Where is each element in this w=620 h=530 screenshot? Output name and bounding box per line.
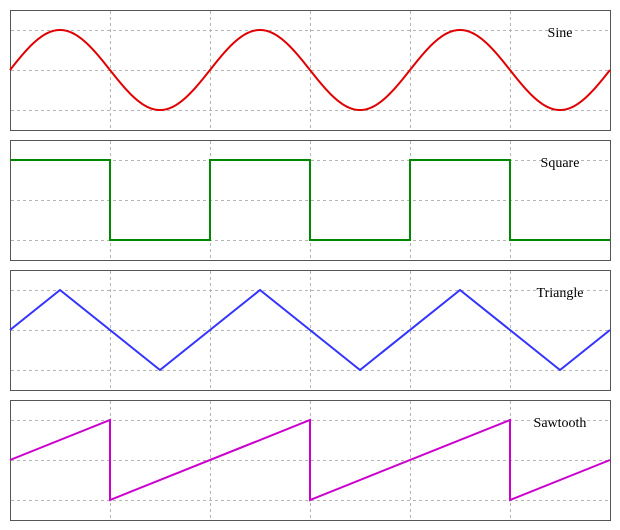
sine-panel: Sine	[9, 10, 611, 131]
sine-label: Sine	[548, 26, 573, 41]
square-panel: Square	[10, 140, 611, 261]
triangle-panel: Triangle	[9, 270, 611, 391]
sawtooth-panel: Sawtooth	[9, 400, 611, 521]
triangle-wave-line	[9, 288, 611, 372]
square-label: Square	[541, 156, 580, 171]
triangle-label: Triangle	[537, 286, 584, 301]
sine-wave-line	[9, 28, 611, 112]
sawtooth-wave-line	[9, 418, 611, 502]
sawtooth-label: Sawtooth	[534, 416, 587, 431]
square-wave-line	[10, 159, 610, 241]
